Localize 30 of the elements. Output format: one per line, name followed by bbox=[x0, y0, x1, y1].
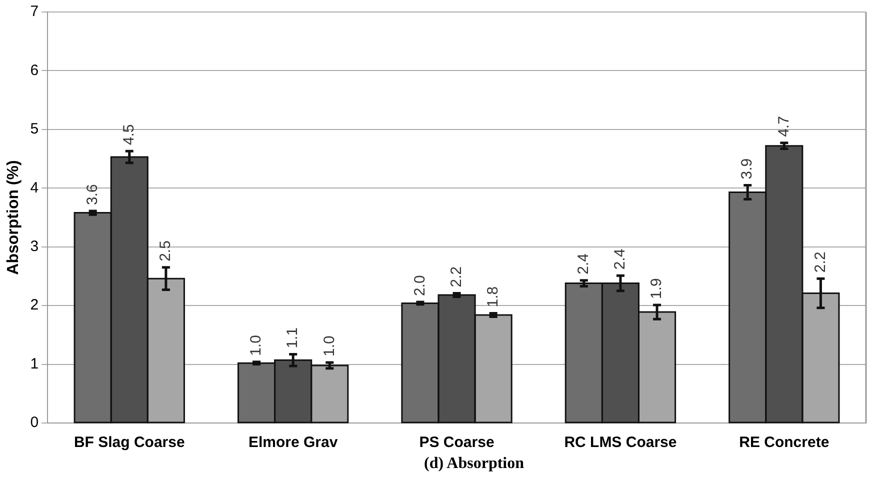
y-tick-label: 0 bbox=[30, 414, 39, 432]
y-tick-label: 6 bbox=[30, 62, 39, 79]
y-axis-title: Absorption (%) bbox=[5, 160, 22, 275]
data-label: 1.0 bbox=[248, 335, 265, 356]
data-label: 1.9 bbox=[648, 278, 666, 299]
y-tick-label: 1 bbox=[30, 355, 39, 372]
data-label: 1.1 bbox=[284, 327, 302, 348]
data-label: 2.5 bbox=[157, 240, 174, 262]
x-tick-label: Elmore Grav bbox=[248, 434, 338, 452]
y-tick-label: 3 bbox=[30, 238, 39, 255]
data-label: 2.0 bbox=[411, 275, 428, 296]
x-tick-label: BF Slag Coarse bbox=[74, 434, 185, 452]
y-tick-label: 2 bbox=[30, 296, 39, 314]
data-label: 1.0 bbox=[320, 336, 338, 357]
data-label: 4.7 bbox=[775, 116, 792, 137]
data-label: 2.4 bbox=[612, 248, 629, 270]
data-label: 2.2 bbox=[448, 266, 465, 288]
data-label: 1.8 bbox=[484, 286, 502, 308]
y-tick-label: 4 bbox=[30, 179, 39, 196]
y-tick-label: 5 bbox=[30, 120, 39, 138]
data-label: 2.4 bbox=[575, 253, 592, 274]
data-label: 3.9 bbox=[738, 158, 756, 180]
x-tick-label: RC LMS Coarse bbox=[564, 434, 677, 452]
data-label: 4.5 bbox=[120, 124, 138, 146]
x-tick-label: PS Coarse bbox=[419, 434, 494, 452]
text: (d) Absorption bbox=[422, 455, 526, 473]
data-label: 3.6 bbox=[84, 184, 101, 206]
data-label: 2.2 bbox=[812, 252, 829, 273]
y-tick-label: 7 bbox=[30, 3, 39, 20]
x-tick-label: RE Concrete bbox=[739, 434, 830, 452]
